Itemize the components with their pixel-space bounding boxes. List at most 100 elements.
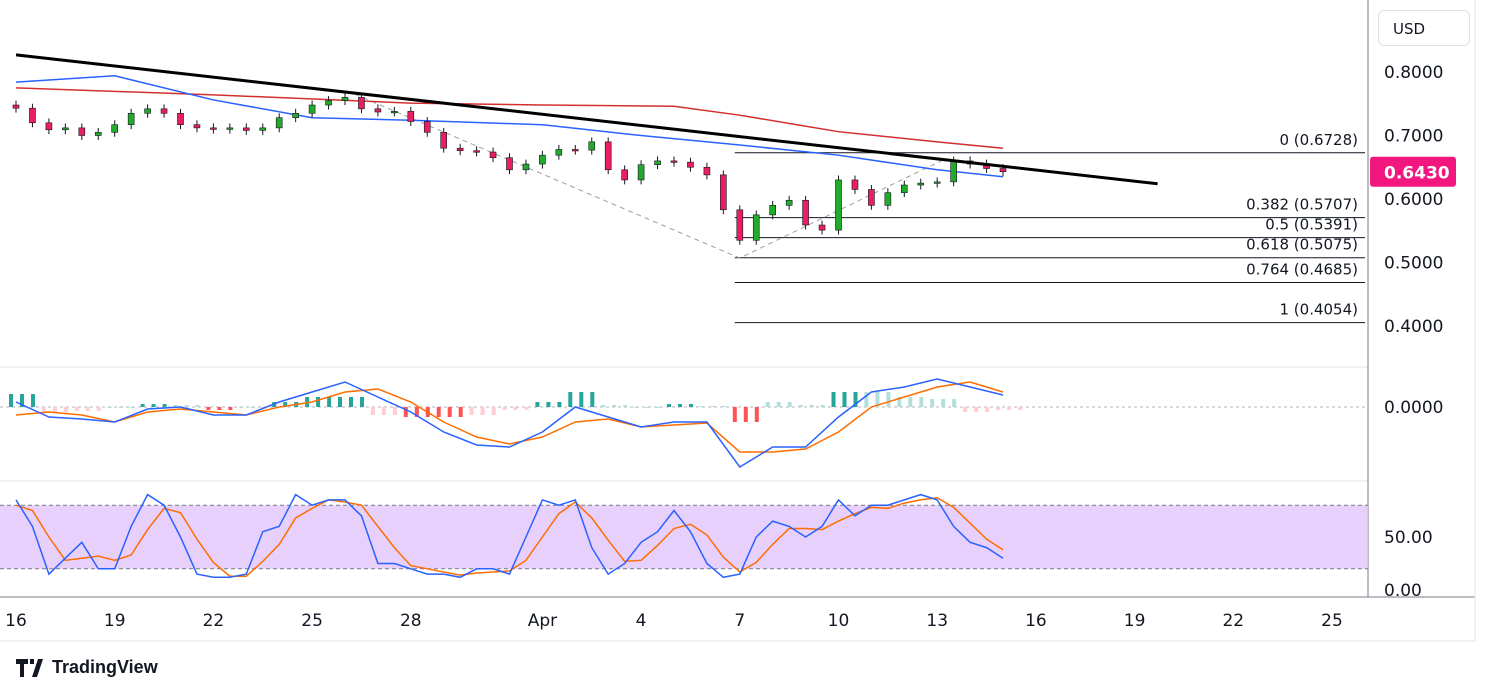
candle-up: [933, 181, 941, 184]
macd-histogram-bar: [151, 404, 156, 407]
price-tick-label: 0.6000: [1384, 190, 1443, 210]
macd-histogram-bar: [9, 394, 13, 407]
macd-histogram-bar: [41, 407, 46, 412]
macd-histogram-bar: [85, 407, 90, 411]
macd-histogram-bar: [732, 407, 737, 422]
price-tick-label: 0.7000: [1384, 127, 1443, 147]
macd-histogram-bar: [919, 397, 924, 407]
macd-histogram-bar: [765, 402, 770, 407]
macd-line: [15, 378, 1004, 468]
candle-down: [440, 132, 448, 149]
candle-down: [160, 108, 168, 114]
macd-histogram-bar: [952, 399, 957, 407]
candle-up: [835, 179, 842, 231]
candle-up: [785, 199, 793, 206]
candle-up: [950, 160, 957, 183]
time-tick-label: 7: [734, 611, 745, 631]
macd-histogram-bar: [480, 407, 485, 415]
candle-up: [539, 154, 546, 165]
macd-histogram-bar: [217, 407, 222, 410]
candle-down: [193, 124, 201, 129]
macd-histogram-bar: [546, 402, 551, 407]
macd-histogram-bar: [776, 402, 781, 407]
time-tick-label: 16: [5, 611, 27, 631]
macd-histogram-bar: [239, 407, 244, 408]
price-tick-label: 0.5000: [1384, 254, 1443, 274]
macd-histogram-bar: [612, 405, 617, 407]
time-tick-label: 19: [104, 611, 126, 631]
last-price-label: 0.6430: [1384, 164, 1450, 184]
macd-histogram-bar: [118, 407, 123, 408]
candle-up: [259, 127, 267, 131]
candle-up: [111, 124, 118, 133]
candle-down: [506, 157, 513, 171]
candle-down: [670, 160, 678, 163]
candle-up: [325, 100, 332, 106]
stoch-band: [0, 505, 1368, 569]
candle-up: [588, 141, 596, 151]
macd-histogram-bar: [491, 407, 496, 415]
macd-histogram-bar: [798, 405, 803, 407]
macd-histogram-bar: [1018, 407, 1022, 410]
candle-up: [391, 111, 398, 114]
candle-down: [456, 147, 464, 152]
candle-up: [341, 97, 349, 101]
macd-histogram-bar: [436, 407, 441, 417]
time-tick-label: 22: [203, 611, 225, 631]
macd-histogram-bar: [853, 392, 858, 407]
fib-level-label: 0.764 (0.4685): [1246, 261, 1358, 279]
macd-histogram-bar: [195, 405, 200, 407]
tradingview-logo[interactable]: TradingView: [16, 657, 158, 678]
candle-up: [94, 132, 102, 136]
macd-histogram-bar: [645, 407, 650, 408]
time-tick-label: 16: [1025, 611, 1047, 631]
candle-down: [818, 224, 826, 231]
macd-histogram-bar: [579, 392, 584, 407]
macd-histogram-bar: [985, 407, 990, 412]
stoch-k-line: [15, 493, 1004, 579]
candle-down: [571, 149, 579, 152]
macd-histogram-bar: [129, 407, 134, 408]
macd-histogram-bar: [897, 397, 902, 407]
macd-signal-line: [15, 381, 1004, 453]
macd-histogram-bar: [820, 405, 825, 407]
macd-histogram-bar: [623, 405, 628, 407]
price-tick-label: 0.8000: [1384, 63, 1443, 83]
candle-down: [12, 104, 20, 109]
candle-up: [917, 182, 925, 186]
time-tick-label: 10: [828, 611, 850, 631]
macd-histogram-bar: [535, 402, 540, 407]
candle-down: [78, 127, 86, 136]
candle-up: [769, 205, 777, 216]
macd-histogram-bar: [502, 407, 507, 410]
price-tick-label: 0.4000: [1384, 317, 1443, 337]
stoch-tick-label: 50.00: [1384, 528, 1433, 548]
time-tick-label: 28: [400, 611, 422, 631]
candle-up: [654, 160, 661, 166]
fib-level-label: 0.5 (0.5391): [1265, 216, 1358, 234]
macd-histogram-bar: [107, 407, 112, 408]
macd-histogram-bar: [875, 392, 880, 407]
currency-button[interactable]: USD: [1378, 10, 1470, 46]
macd-histogram-bar: [513, 407, 518, 410]
macd-histogram-bar: [908, 397, 913, 407]
macd-histogram-bar: [469, 407, 474, 415]
macd-histogram-bar: [721, 406, 726, 407]
macd-histogram-bar: [974, 407, 979, 412]
descending-trendline: [15, 53, 1158, 186]
macd-histogram-bar: [842, 392, 847, 407]
candle-up: [522, 163, 530, 171]
candle-down: [473, 150, 480, 153]
candle-down: [489, 151, 497, 159]
macd-histogram-bar: [831, 392, 836, 407]
candle-down: [407, 111, 415, 122]
macd-histogram-bar: [162, 404, 167, 407]
macd-histogram-bar: [568, 392, 573, 407]
candle-down: [604, 141, 612, 171]
macd-histogram-bar: [864, 392, 869, 407]
macd-histogram-bar: [963, 407, 968, 412]
macd-histogram-bar: [809, 405, 814, 407]
macd-histogram-bar: [31, 394, 35, 407]
